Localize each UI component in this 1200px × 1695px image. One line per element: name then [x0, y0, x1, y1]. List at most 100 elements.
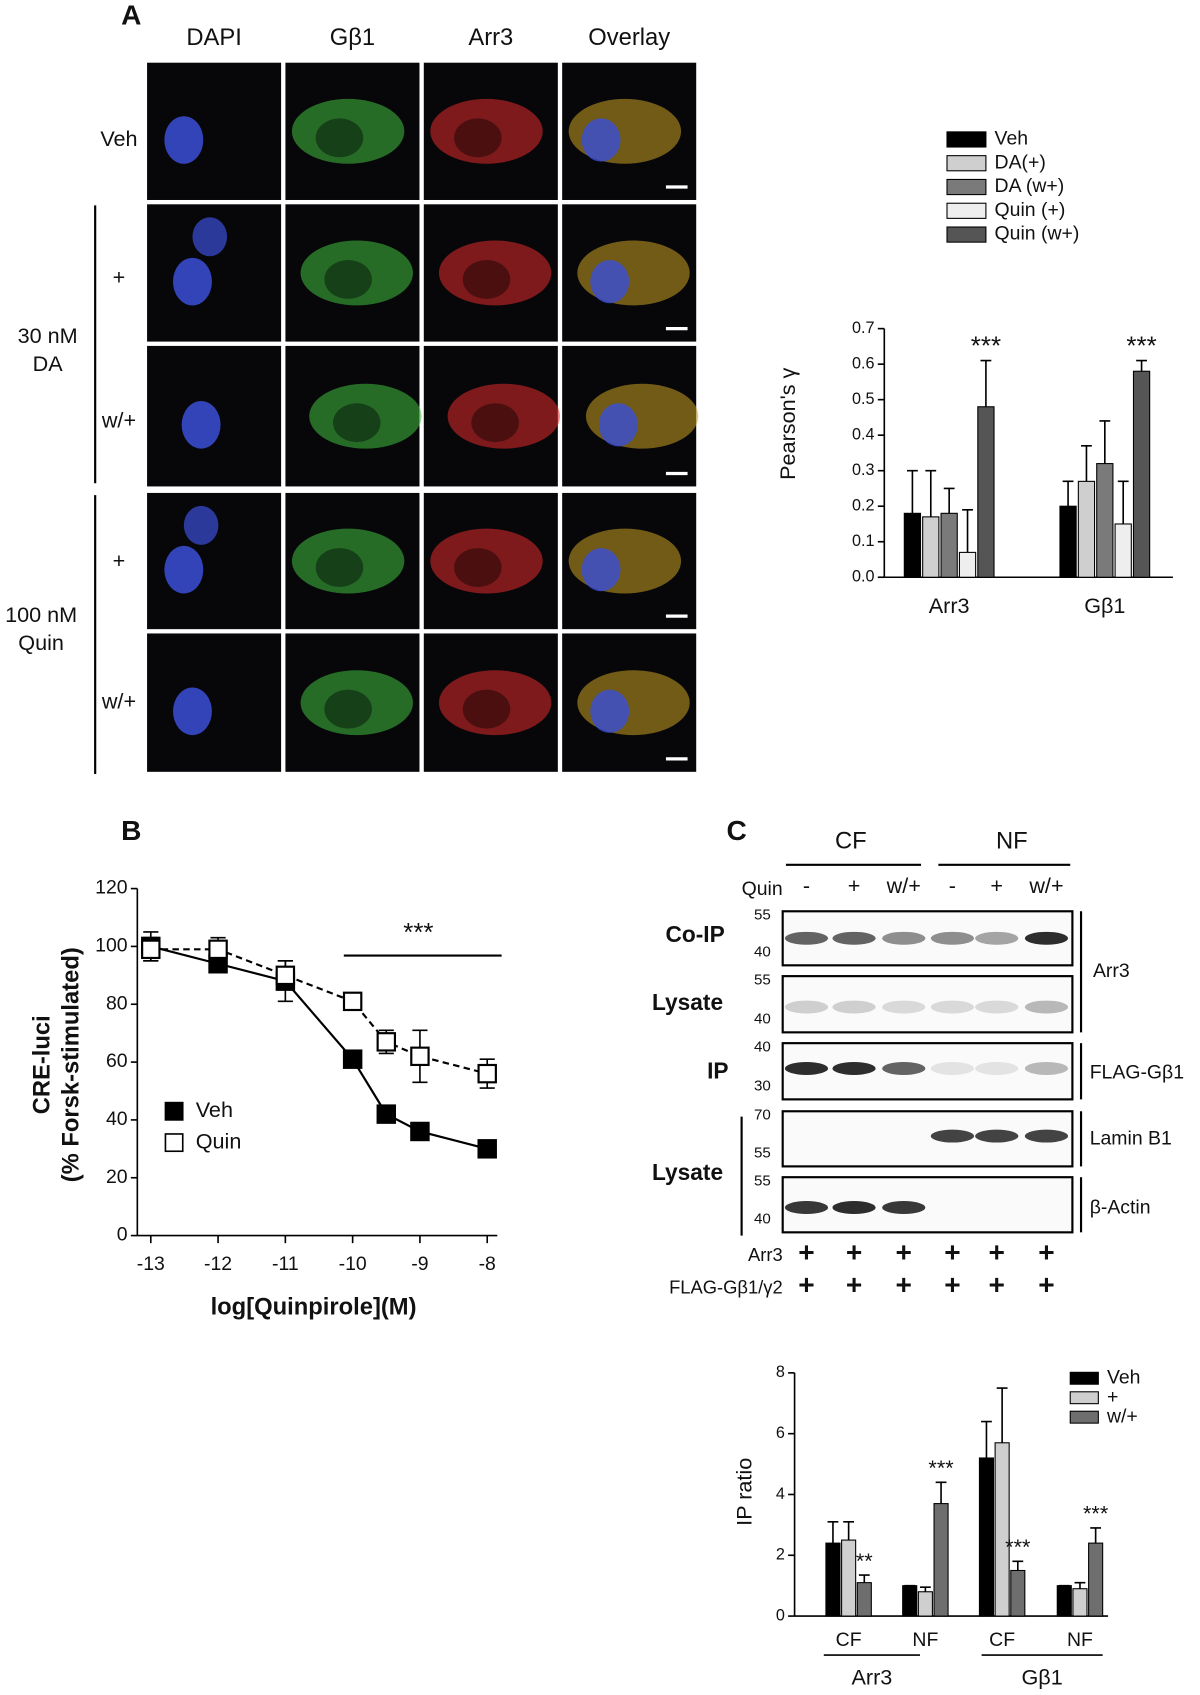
blot-left-label: Lysate — [652, 1159, 723, 1185]
band — [1024, 1061, 1069, 1075]
y-tick-label: 2 — [776, 1546, 785, 1564]
cell — [315, 118, 364, 158]
y-tick-label: 4 — [776, 1485, 785, 1503]
blot — [781, 1176, 1074, 1234]
legend-swatch — [946, 226, 987, 243]
series-line — [150, 948, 488, 1075]
bar — [917, 1591, 933, 1617]
transfection-sign: + — [846, 1236, 862, 1267]
cell — [332, 403, 381, 443]
y-axis-label: (% Forsk-stimulated) — [58, 947, 85, 1182]
legend-label: Quin (w+) — [995, 223, 1080, 245]
error-bar — [980, 359, 992, 407]
fraction-label: CF — [835, 827, 867, 854]
x-tick-label: -9 — [411, 1253, 428, 1275]
legend-swatch — [946, 202, 987, 219]
column-header: Arr3 — [468, 24, 513, 51]
bar — [902, 1585, 918, 1617]
bar — [1088, 1542, 1104, 1617]
treatment: - — [803, 873, 810, 898]
mw-marker: 30 — [754, 1077, 771, 1094]
y-tick-label: 0.3 — [852, 461, 875, 479]
transfection-sign: + — [944, 1269, 960, 1300]
transfection-sign: + — [989, 1236, 1005, 1267]
band — [930, 1000, 975, 1014]
blot-left-label: IP — [707, 1057, 728, 1083]
error-bar — [981, 1420, 992, 1458]
legend-label: DA (w+) — [995, 175, 1065, 197]
blot — [781, 910, 1074, 967]
band — [832, 1201, 876, 1215]
nucleus — [183, 505, 219, 545]
nucleus — [192, 217, 228, 257]
bar — [1096, 463, 1114, 578]
y-tick-label: 120 — [95, 877, 128, 899]
transfection-sign: + — [798, 1269, 814, 1300]
point — [477, 1063, 497, 1084]
bar — [841, 1539, 857, 1617]
error-bar — [1136, 359, 1147, 372]
y-tick-label: 0.1 — [852, 532, 875, 550]
bar — [940, 512, 958, 578]
y-axis-label: IP ratio — [732, 1458, 757, 1526]
error-bar — [1062, 480, 1074, 507]
y-tick-label: 60 — [106, 1050, 128, 1072]
bar — [1059, 505, 1077, 578]
bar — [1132, 370, 1151, 578]
error-bar — [1074, 1581, 1086, 1589]
cell — [462, 259, 511, 299]
band — [784, 1201, 829, 1215]
row-label: w/+ — [101, 688, 136, 713]
significance: *** — [928, 1455, 954, 1480]
legend-label: Veh — [1107, 1366, 1141, 1388]
treatment: w/+ — [1028, 873, 1063, 898]
mw-marker: 55 — [754, 1144, 771, 1161]
band — [882, 1000, 926, 1014]
column-header: Overlay — [588, 24, 670, 51]
group-label: Arr3 — [851, 1664, 892, 1689]
nucleus — [598, 403, 638, 447]
transfection-sign: + — [1038, 1269, 1054, 1300]
mw-marker: 40 — [754, 1210, 771, 1227]
legend-swatch — [946, 155, 987, 172]
x-axis-label: log[Quinpirole](M) — [211, 1293, 417, 1320]
row-label: w/+ — [101, 407, 136, 432]
blot — [781, 1110, 1074, 1168]
mw-marker: 40 — [754, 1038, 771, 1055]
group-label: Gβ1 — [1021, 1664, 1062, 1689]
x-tick-label: -12 — [204, 1253, 232, 1275]
error-bar — [1099, 420, 1111, 464]
treatment: + — [848, 873, 861, 898]
treatment: w/+ — [886, 873, 921, 898]
column-header: Gβ1 — [330, 24, 375, 51]
cell — [430, 528, 543, 594]
cell — [471, 403, 519, 443]
cell — [430, 98, 543, 164]
cell — [438, 670, 552, 736]
mw-marker: 55 — [754, 1173, 771, 1190]
blot — [781, 1042, 1074, 1101]
x-tick-label: Arr3 — [929, 593, 970, 618]
significance: *** — [1126, 332, 1156, 360]
nucleus — [581, 118, 621, 162]
bar — [825, 1542, 841, 1617]
x-tick-label: -10 — [339, 1253, 367, 1275]
nucleus — [590, 259, 630, 304]
cell — [300, 240, 413, 306]
blot — [781, 975, 1074, 1034]
bar — [1072, 1588, 1088, 1617]
transfection-sign: + — [896, 1269, 912, 1300]
row-label: + — [113, 548, 126, 573]
nucleus — [173, 687, 212, 736]
mw-marker: 55 — [754, 907, 771, 924]
cell — [454, 118, 502, 158]
blot-right-label: Arr3 — [1093, 960, 1130, 982]
y-axis-label: CRE-luci — [29, 1015, 56, 1114]
error-bar — [1081, 445, 1092, 482]
panel-label: A — [121, 0, 141, 31]
legend-label: Veh — [995, 128, 1029, 150]
nucleus — [181, 401, 221, 449]
error-bar — [996, 1387, 1008, 1443]
error-bar — [1090, 1527, 1102, 1544]
treatment-label: Quin — [742, 878, 783, 900]
